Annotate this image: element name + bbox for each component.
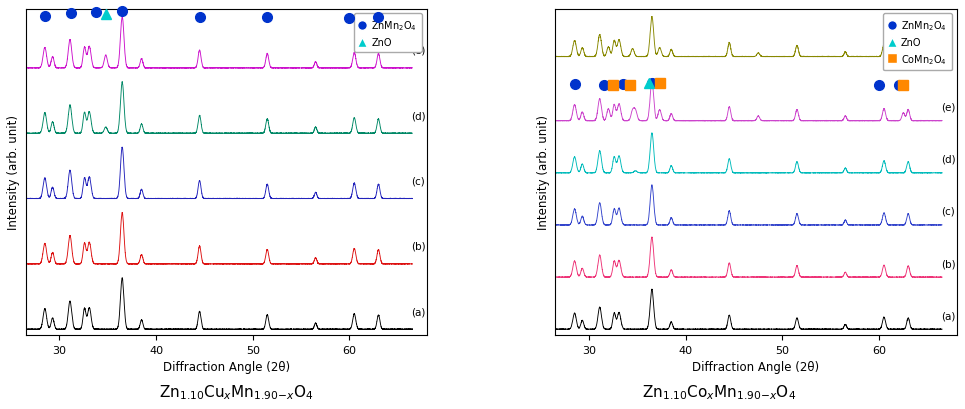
Text: Zn$_{1.10}$Co$_x$Mn$_{1.90\mathregular{-}x}$O$_4$: Zn$_{1.10}$Co$_x$Mn$_{1.90\mathregular{-…	[642, 382, 796, 401]
Legend: ZnMn$_2$O$_4$, ZnO: ZnMn$_2$O$_4$, ZnO	[353, 14, 422, 53]
Text: (e): (e)	[941, 103, 955, 112]
Text: (b): (b)	[411, 241, 426, 251]
Text: (d): (d)	[411, 111, 426, 121]
X-axis label: Diffraction Angle (2θ): Diffraction Angle (2θ)	[162, 361, 290, 373]
X-axis label: Diffraction Angle (2θ): Diffraction Angle (2θ)	[692, 361, 819, 373]
Text: (f): (f)	[941, 38, 952, 49]
Y-axis label: Intensity (arb. unit): Intensity (arb. unit)	[7, 115, 20, 230]
Text: (e): (e)	[411, 46, 426, 56]
Text: (b): (b)	[941, 258, 955, 268]
Legend: ZnMn$_2$O$_4$, ZnO, CoMn$_2$O$_4$: ZnMn$_2$O$_4$, ZnO, CoMn$_2$O$_4$	[883, 14, 951, 71]
Text: Zn$_{1.10}$Cu$_x$Mn$_{1.90\mathregular{-}x}$O$_4$: Zn$_{1.10}$Cu$_x$Mn$_{1.90\mathregular{-…	[159, 382, 314, 401]
Text: (d): (d)	[941, 155, 955, 164]
Text: (a): (a)	[941, 310, 955, 320]
Text: (c): (c)	[941, 207, 954, 216]
Y-axis label: Intensity (arb. unit): Intensity (arb. unit)	[537, 115, 550, 230]
Text: (c): (c)	[411, 176, 426, 186]
Text: (a): (a)	[411, 306, 426, 317]
